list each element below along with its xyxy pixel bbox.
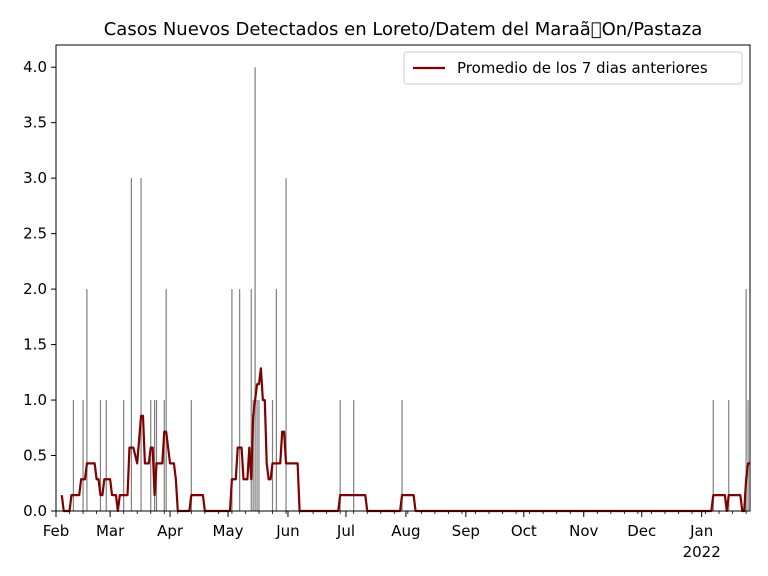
bar [82, 400, 84, 511]
bar [747, 400, 749, 511]
bar [745, 289, 747, 511]
bar [72, 400, 74, 511]
y-tick-label: 0.5 [23, 447, 47, 465]
x-tick-label: Apr [157, 522, 184, 540]
x-tick-label: Mar [96, 522, 125, 540]
bar [86, 289, 88, 511]
bar [256, 400, 258, 511]
y-tick-label: 2.5 [23, 225, 47, 243]
axes: 0.0 0.5 1.0 1.5 2.0 2.5 3.0 3.5 4.0 Feb Mar Apr May J… [23, 44, 751, 561]
x-tick-label: Dec [627, 522, 656, 540]
bar [728, 400, 730, 511]
x-tick-label: Jul [336, 522, 355, 540]
bar [165, 289, 167, 511]
y-tick-label: 1.5 [23, 336, 47, 354]
bar [163, 400, 165, 511]
x-tick-sublabel: 2022 [683, 543, 721, 561]
bar [123, 400, 125, 511]
y-tick-label: 0.0 [23, 502, 47, 520]
x-tick-label: Jun [275, 522, 299, 540]
legend-box [403, 51, 743, 85]
bar [401, 400, 403, 511]
bar [275, 289, 277, 511]
bar [339, 400, 341, 511]
bar [271, 400, 274, 511]
chart-title: Casos Nuevos Detectados en Loreto/Datem … [104, 19, 703, 40]
x-tick-label: Nov [569, 522, 598, 540]
bar [155, 400, 158, 511]
bar [190, 400, 192, 511]
y-tick-label: 3.0 [23, 169, 47, 187]
bar-series [72, 67, 749, 511]
bar [99, 400, 102, 511]
bar [130, 178, 132, 511]
x-tick-label: Feb [43, 522, 70, 540]
bar [285, 178, 287, 511]
bar [258, 400, 260, 511]
y-tick-label: 2.0 [23, 280, 47, 298]
x-tick-label: May [213, 522, 244, 540]
bar [153, 400, 156, 511]
y-tick-label: 4.0 [23, 58, 47, 76]
legend-label: Promedio de los 7 dias anteriores [457, 59, 708, 77]
bar [231, 289, 233, 511]
y-tick-label: 3.5 [23, 114, 47, 132]
x-tick-label: Sep [452, 522, 480, 540]
bar [353, 400, 355, 511]
bar [712, 400, 714, 511]
bar [140, 178, 142, 511]
plot-frame [55, 44, 751, 512]
bar [105, 400, 107, 511]
bar [250, 289, 252, 511]
bar [252, 400, 254, 511]
x-tick-label: Oct [511, 522, 537, 540]
legend: Promedio de los 7 dias anteriores [403, 51, 743, 85]
bar [254, 67, 256, 511]
x-tick-label: Jan [689, 522, 713, 540]
bar [239, 289, 241, 511]
x-tick-label: Aug [391, 522, 420, 540]
y-tick-label: 1.0 [23, 391, 47, 409]
